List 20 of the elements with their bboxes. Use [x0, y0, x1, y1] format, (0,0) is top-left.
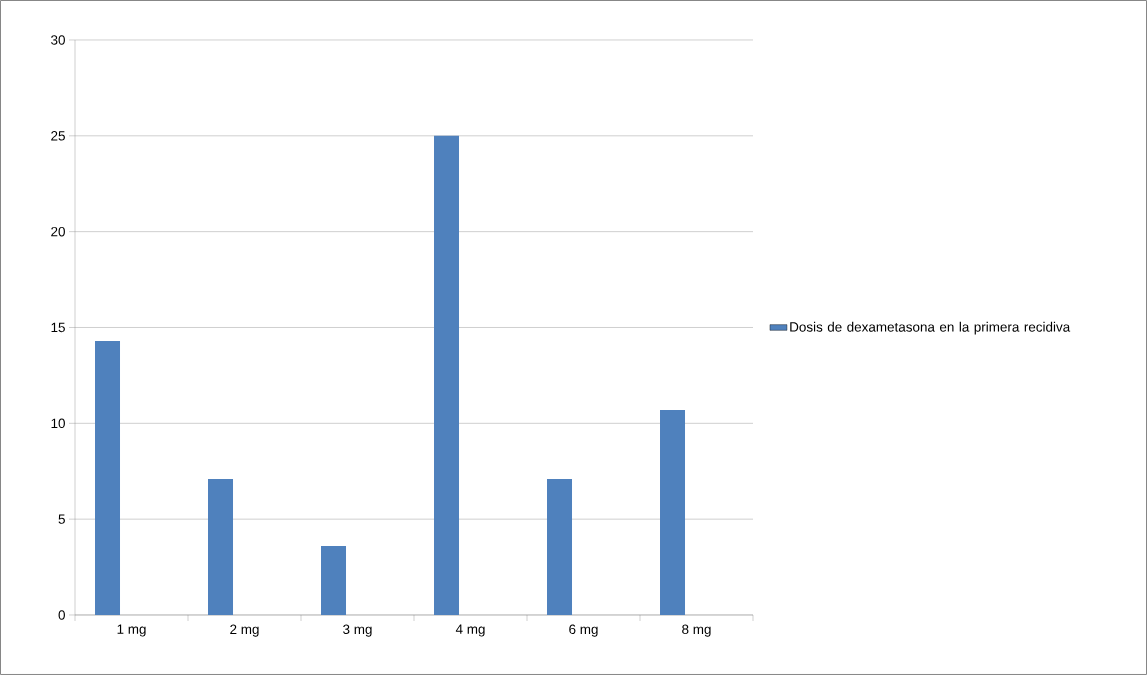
bar: [208, 478, 234, 615]
bar: [321, 545, 347, 615]
y-tick-label: 0: [58, 610, 65, 620]
legend-label: Dosis de dexametasona en la primera recidiva: [790, 321, 1071, 335]
y-tick-label: 15: [51, 322, 65, 333]
x-tick-label: 2 mg: [230, 624, 259, 637]
y-tick-label: 25: [51, 131, 65, 141]
y-tick-label: 5: [58, 514, 65, 524]
x-tick-label: 4 mg: [455, 624, 485, 637]
x-tick-label: 1 mg: [117, 624, 146, 637]
y-tick-label: 20: [51, 226, 65, 237]
bar: [434, 135, 460, 615]
bar: [547, 478, 573, 615]
x-tick-label: 6 mg: [569, 624, 598, 637]
y-tick-label: 10: [51, 418, 65, 429]
y-tick-label: 30: [51, 35, 65, 45]
bar: [660, 409, 686, 615]
x-tick-label: 8 mg: [682, 624, 711, 637]
bar: [95, 340, 121, 615]
x-tick-label: 3 mg: [343, 624, 372, 637]
